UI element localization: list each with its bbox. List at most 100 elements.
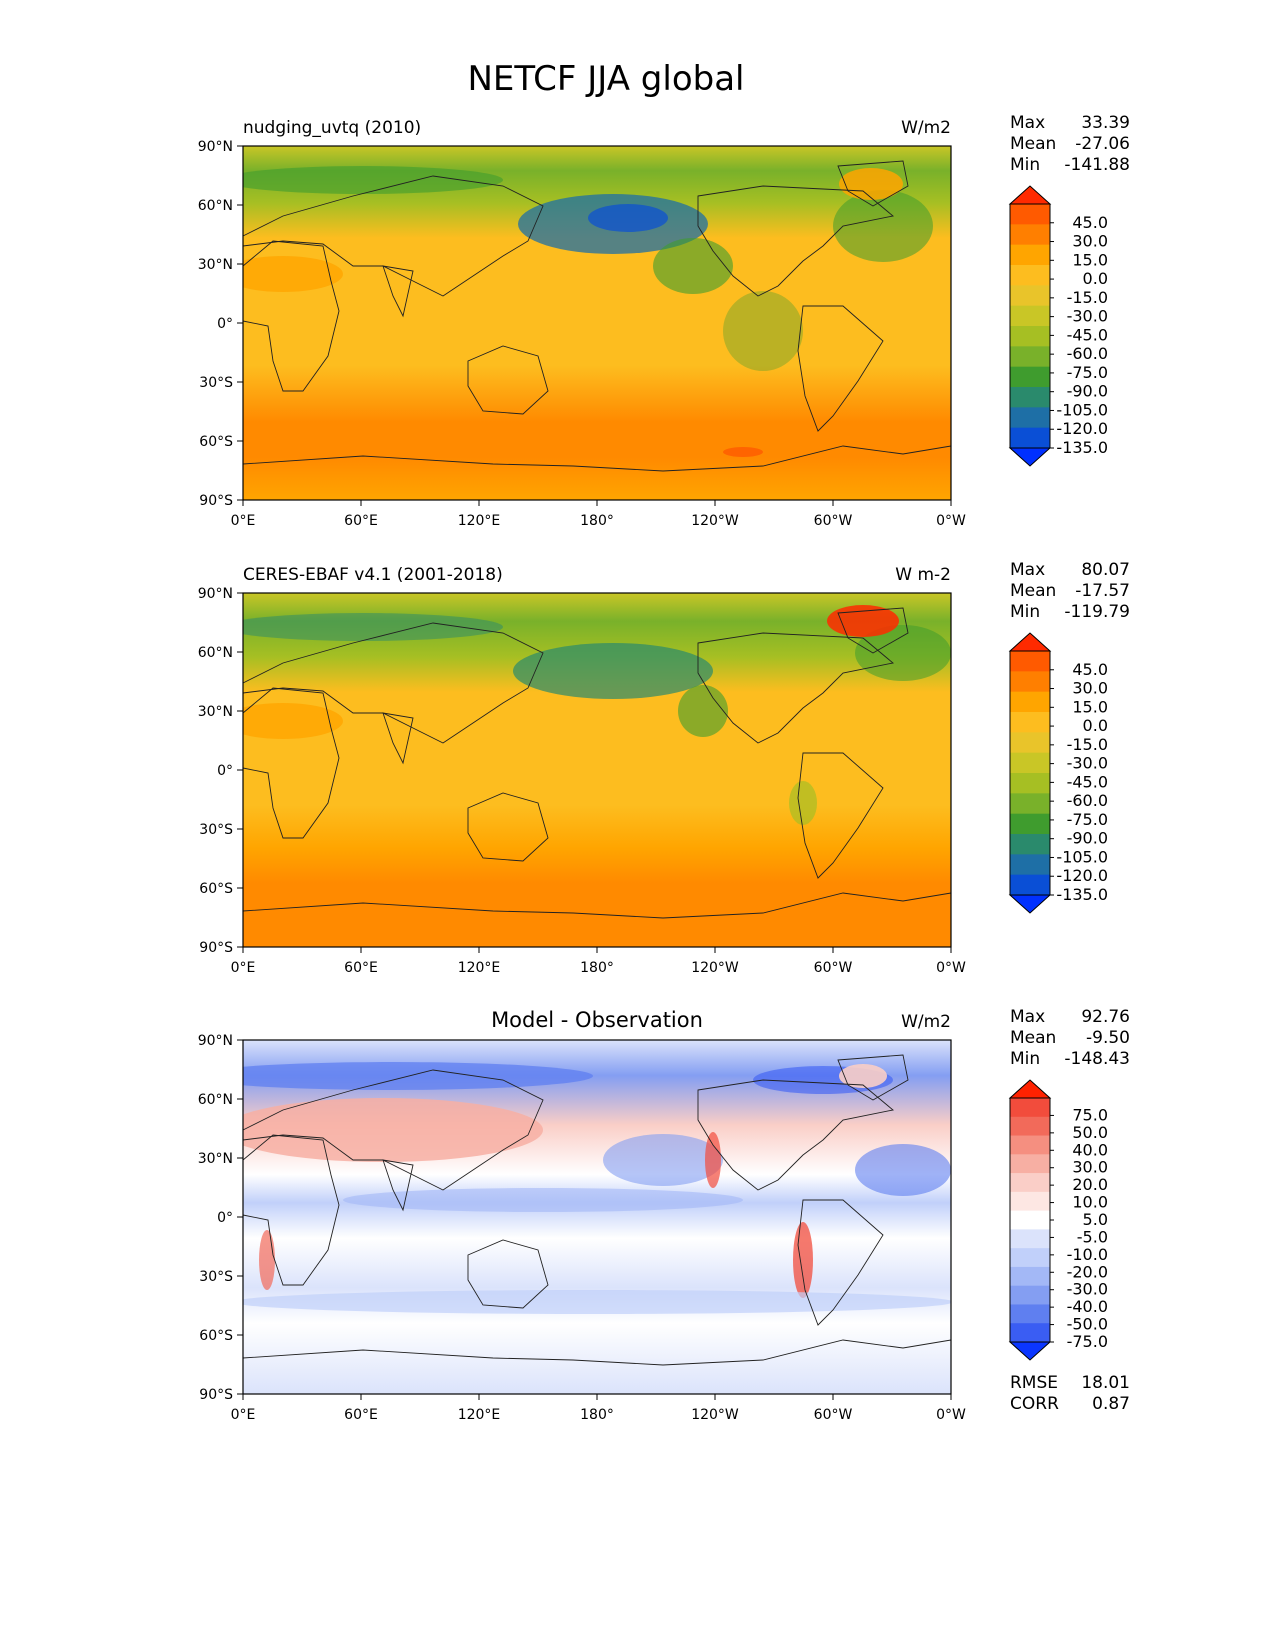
colorbar-tick-label: 0.0 xyxy=(1083,269,1108,288)
colorbar-bin xyxy=(1010,1248,1050,1268)
x-tick-label: 60°E xyxy=(344,960,378,976)
x-tick-label: 180° xyxy=(580,513,614,529)
colorbar-tick-label: -75.0 xyxy=(1067,363,1108,382)
x-tick-label: 0°E xyxy=(231,513,256,529)
y-tick-label: 60°S xyxy=(199,434,233,450)
colorbar-bin xyxy=(1010,285,1050,307)
stat-value: -119.79 xyxy=(1064,602,1130,622)
colorbar-bin xyxy=(1010,1191,1050,1212)
y-tick-label: 90°S xyxy=(199,1387,233,1403)
colorbar-tick-label: -5.0 xyxy=(1077,1227,1108,1246)
x-tick-label: 180° xyxy=(580,960,614,976)
sahara-blob xyxy=(243,703,343,739)
colorbar-bin xyxy=(1010,346,1050,368)
coastline xyxy=(242,892,952,919)
y-tick-label: 60°S xyxy=(199,1328,233,1344)
coastline xyxy=(467,1239,549,1309)
colorbar-bin xyxy=(1010,1304,1050,1324)
panel-obs-overlay: 90°N 60°N 30°N 0° 30°S 60°S 90°S 0°E 60°E 120°E 18… xyxy=(198,565,966,976)
greenland-blob xyxy=(839,168,903,200)
colorbar-bin xyxy=(1010,1173,1050,1193)
colorbar-extend-min xyxy=(1008,894,1052,914)
colorbar-tick-label: 75.0 xyxy=(1072,1105,1108,1124)
colorbar-tick-label: -45.0 xyxy=(1067,325,1108,344)
colorbar-frame xyxy=(1009,203,1051,449)
y-tick-label: 30°S xyxy=(199,1269,233,1285)
y-tick-label: 90°N xyxy=(198,139,233,155)
coastline xyxy=(467,792,549,862)
panel-diff xyxy=(243,1040,951,1394)
stat-label: Min xyxy=(1010,1049,1040,1069)
colorbar-extend-max xyxy=(1008,185,1052,205)
stats-block: Max 33.39 Mean -27.06 Min -141.88 xyxy=(1010,113,1130,175)
colorbar-tick-label: 15.0 xyxy=(1072,697,1108,716)
colorbar-bin xyxy=(1010,813,1050,835)
colorbar-bin xyxy=(1010,1154,1050,1174)
colorbar-tick-label: 45.0 xyxy=(1072,660,1108,679)
colorbar-extend-max xyxy=(1008,1079,1052,1099)
extra-stat-value: 18.01 xyxy=(1081,1373,1130,1393)
colorbar-tick-label: -90.0 xyxy=(1067,382,1108,401)
colorbar-bin xyxy=(1010,1210,1050,1230)
colorbar: 75.050.040.030.020.010.05.0-5.0-10.0-20.… xyxy=(1008,1079,1108,1361)
coastline xyxy=(382,1159,414,1212)
figure-title: NETCF JJA global xyxy=(467,59,744,99)
colorbar-bin xyxy=(1010,874,1050,896)
colorbar-tick-label: -105.0 xyxy=(1056,400,1108,419)
y-tick-label: 30°N xyxy=(198,704,233,720)
stat-label: Mean xyxy=(1010,1028,1056,1048)
amazon-blob xyxy=(789,781,817,825)
stat-label: Min xyxy=(1010,155,1040,175)
colorbar-tick-label: -10.0 xyxy=(1067,1245,1108,1264)
colorbar-tick-label: 45.0 xyxy=(1072,213,1108,232)
colorbar-tick-label: 10.0 xyxy=(1072,1193,1108,1212)
y-tick-label: 90°S xyxy=(199,493,233,509)
colorbar-bin xyxy=(1010,1116,1050,1137)
greenland-positive-blob xyxy=(839,1064,887,1088)
colorbar-tick-label: 40.0 xyxy=(1072,1140,1108,1159)
x-tick-label: 120°W xyxy=(691,960,739,976)
colorbar-tick-label: -30.0 xyxy=(1067,754,1108,773)
antarctic-blob xyxy=(723,447,763,457)
extra-stat-value: 0.87 xyxy=(1092,1394,1130,1414)
southern-ocean-negative-blob xyxy=(243,1290,951,1314)
panel-units: W/m2 xyxy=(901,118,951,138)
x-tick-label: 0°W xyxy=(936,513,966,529)
colorbar-bin xyxy=(1010,224,1050,246)
x-tick-label: 0°E xyxy=(231,1407,256,1423)
coastline xyxy=(797,1199,884,1326)
stat-label: Max xyxy=(1010,1007,1045,1027)
stat-value: -9.50 xyxy=(1086,1028,1130,1048)
colorbar-bin xyxy=(1010,204,1050,225)
panel-center-title: Model - Observation xyxy=(491,1008,703,1032)
colorbar-bin xyxy=(1010,387,1050,408)
panel-diff-overlay: 90°N 60°N 30°N 0° 30°S 60°S 90°S 0°E 60°E 120°E 18… xyxy=(198,1008,966,1423)
north-pacific-low-blob xyxy=(513,643,713,699)
colorbar-tick-label: -135.0 xyxy=(1056,438,1108,457)
y-tick-label: 0° xyxy=(217,1210,233,1226)
colorbar-frame xyxy=(1009,650,1051,896)
colorbar-bin xyxy=(1010,1285,1050,1305)
colorbar-bin xyxy=(1010,834,1050,855)
coastline xyxy=(242,622,544,744)
y-tick-label: 90°N xyxy=(198,586,233,602)
x-tick-label: 120°W xyxy=(691,513,739,529)
colorbar-tick-label: -30.0 xyxy=(1067,1280,1108,1299)
stats-block: Max 80.07 Mean -17.57 Min -119.79 xyxy=(1010,560,1130,622)
colorbar-tick-label: -60.0 xyxy=(1067,344,1108,363)
arctic-band-blob xyxy=(243,613,503,641)
colorbar-tick-label: -60.0 xyxy=(1067,791,1108,810)
colorbar-tick-label: -15.0 xyxy=(1067,735,1108,754)
x-tick-label: 120°E xyxy=(458,513,501,529)
colorbar-bin xyxy=(1010,1229,1050,1249)
colorbar-tick-label: 5.0 xyxy=(1083,1210,1108,1229)
pacific-negative-blob xyxy=(603,1134,723,1186)
colorbar-bin xyxy=(1010,1135,1050,1155)
colorbar-bin xyxy=(1010,1266,1050,1287)
panel-units: W/m2 xyxy=(901,1012,951,1032)
andes-positive-blob xyxy=(793,1222,813,1298)
colorbar-tick-label: 15.0 xyxy=(1072,250,1108,269)
atlantic-negative-blob xyxy=(855,1144,951,1196)
y-tick-label: 90°N xyxy=(198,1033,233,1049)
